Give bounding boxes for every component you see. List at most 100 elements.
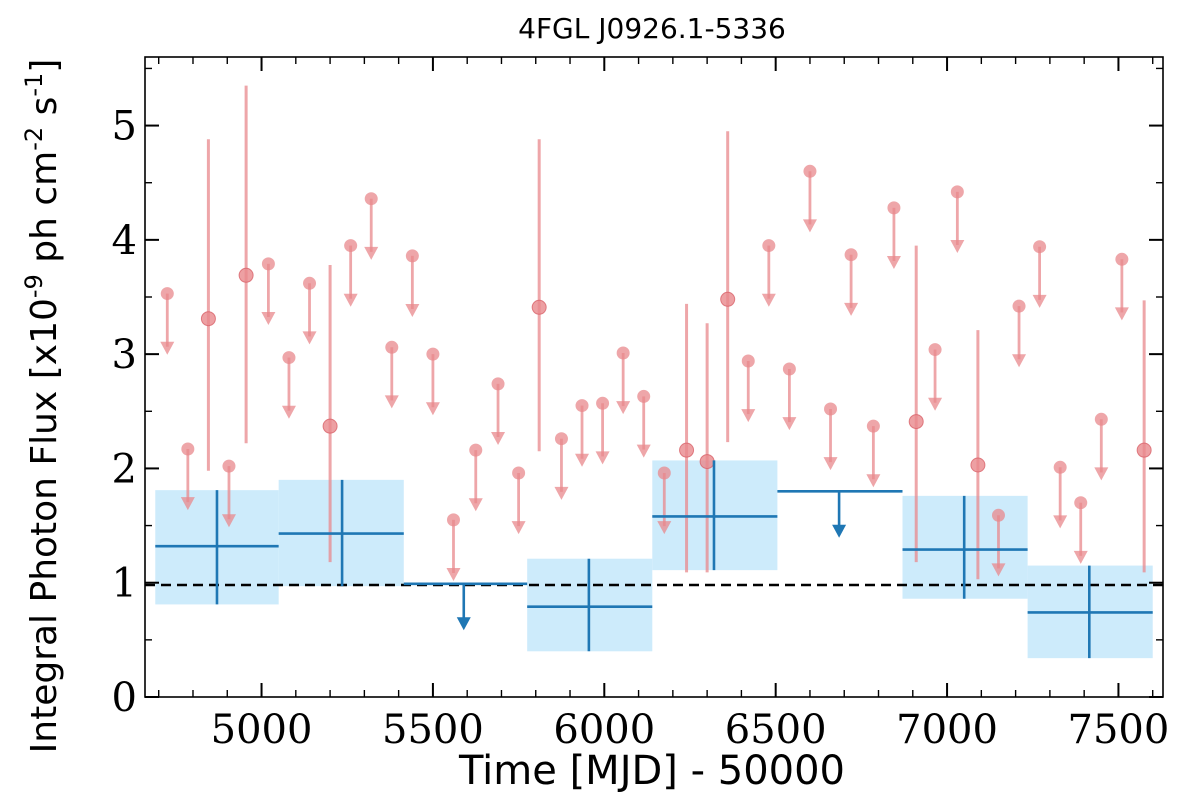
fine-upper-limit-arrow (823, 457, 838, 471)
fine-upper-limit (616, 346, 631, 415)
fine-upper-limit (866, 419, 881, 488)
fine-upper-limit-arrow (281, 405, 296, 419)
fine-upper-limit (1012, 299, 1027, 368)
fine-upper-limit (384, 340, 399, 409)
fine-upper-limit (741, 354, 756, 423)
fine-upper-limit (950, 185, 965, 253)
fine-detection-point (720, 131, 736, 443)
chart-title: 4FGL J0926.1-5336 (518, 12, 786, 45)
fine-upper-limit (595, 396, 610, 465)
fine-upper-limit (281, 351, 296, 419)
fine-upper-limit-arrow (364, 246, 379, 260)
fine-upper-limit (636, 389, 651, 458)
fine-upper-limit (425, 347, 440, 416)
fine-upper-limit (511, 466, 526, 535)
fine-upper-limit-arrow (1114, 307, 1129, 321)
fine-upper-limit-arrow (886, 256, 901, 269)
fine-upper-limit (844, 248, 859, 316)
fine-upper-limit (468, 443, 483, 512)
fine-upper-limit (991, 508, 1006, 577)
fine-upper-limit-arrow (180, 497, 195, 511)
fine-upper-limit-arrow (468, 498, 483, 512)
fine-detection-point (679, 303, 695, 573)
fine-detection-marker (908, 414, 924, 430)
fine-upper-limit (1053, 460, 1068, 529)
coarse-error-bands (155, 460, 1153, 659)
fine-upper-limit (221, 459, 236, 528)
fine-upper-limit-arrow (991, 563, 1006, 577)
fine-detection-point (531, 139, 547, 452)
fine-upper-limit-arrow (595, 451, 610, 465)
y-tick-label: 5 (112, 104, 137, 150)
fine-upper-limit-arrow (1073, 550, 1088, 564)
fine-bin-series (160, 85, 1152, 581)
fine-detection-marker (531, 299, 547, 315)
fine-detection-marker (200, 311, 216, 327)
fine-detection-point (200, 139, 216, 471)
fine-upper-limit-arrow (554, 486, 569, 500)
fine-upper-limit-arrow (221, 514, 236, 528)
fine-upper-limit-arrow (160, 341, 175, 355)
fine-detection-marker (1136, 442, 1152, 458)
fine-detection-marker (322, 418, 338, 434)
fine-upper-limit (823, 402, 838, 471)
fine-upper-limit-arrow (761, 293, 776, 307)
fine-upper-limit-arrow (491, 432, 506, 445)
coarse-detection-point (155, 490, 279, 605)
fine-upper-limit-arrow (1032, 294, 1047, 308)
fine-upper-limit-arrow (302, 331, 317, 345)
coarse-detection-point (902, 495, 1028, 599)
fine-detection-marker (720, 291, 736, 307)
fine-upper-limit (302, 276, 317, 345)
x-tick-label: 7000 (896, 707, 998, 753)
fine-upper-limit-arrow (1094, 467, 1109, 481)
coarse-upper-limit (777, 489, 903, 538)
fine-upper-limit (886, 201, 901, 269)
x-tick-label: 7500 (1068, 707, 1170, 753)
axes: 5000 5500 6000 6500 7000 7500 0 1 2 3 4 5 (112, 56, 1170, 753)
fine-upper-limit-arrow (446, 568, 461, 581)
coarse-detection-point (527, 558, 653, 652)
fine-upper-limit (802, 164, 817, 233)
x-tick-label: 5000 (211, 707, 313, 753)
fine-upper-limit-arrow (866, 474, 881, 488)
y-tick-label: 1 (112, 561, 137, 607)
fine-upper-limit (180, 442, 195, 511)
fine-upper-limit (782, 362, 797, 431)
fine-upper-limit-arrow (616, 401, 631, 415)
fine-upper-limit-arrow (1012, 354, 1027, 368)
plot-frame (144, 56, 1164, 698)
fine-upper-limit (1094, 412, 1109, 481)
fine-upper-limit-arrow (575, 453, 590, 467)
fine-upper-limit (343, 239, 358, 307)
fine-detection-marker (970, 457, 986, 473)
x-tick-label: 6000 (553, 707, 655, 753)
fine-upper-limit (364, 192, 379, 260)
fine-upper-limit-arrow (844, 302, 859, 316)
fine-upper-limit-arrow (802, 219, 817, 233)
fine-detection-marker (238, 267, 254, 283)
fine-detection-marker (699, 454, 715, 470)
fine-upper-limit-arrow (950, 240, 965, 253)
fine-detection-marker (679, 442, 695, 458)
fine-upper-limit (160, 287, 175, 355)
fine-upper-limit (261, 257, 276, 325)
fine-upper-limit-arrow (511, 521, 526, 535)
fine-upper-limit-arrow (343, 293, 358, 307)
fine-detection-point (699, 323, 715, 573)
coarse-detection-point (1027, 565, 1153, 659)
coarse-upper-limit-arrow (456, 617, 471, 631)
coarse-detection-point (278, 479, 404, 587)
fine-upper-limit-arrow (636, 444, 651, 458)
fine-detection-point (908, 245, 924, 563)
y-tick-label: 0 (112, 675, 137, 721)
fine-upper-limit (928, 343, 943, 411)
y-axis-label: Integral Photon Flux [x10-9 ph cm-2 s-1] (20, 59, 65, 754)
fine-upper-limit (554, 432, 569, 500)
fine-upper-limit (491, 377, 506, 445)
fine-detection-point (238, 85, 254, 444)
coarse-upper-limit-arrow (832, 524, 847, 538)
fine-upper-limit (1073, 496, 1088, 564)
